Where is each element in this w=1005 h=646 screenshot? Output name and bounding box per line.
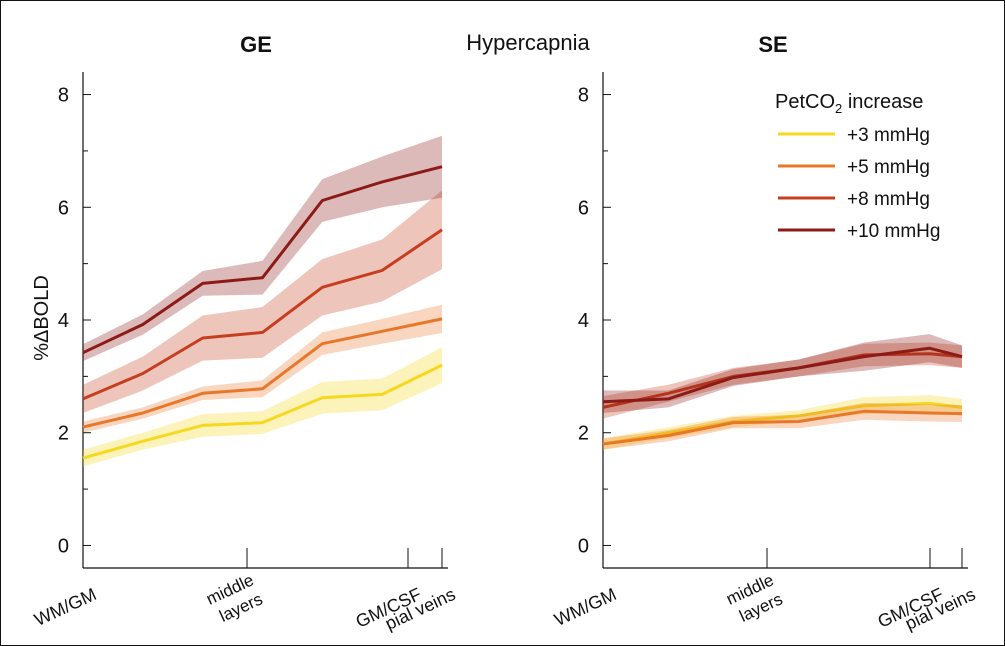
ci-band-se-5mmhg [603,402,962,450]
y-tick-label: 0 [58,535,69,557]
y-axis-label: %ΔBOLD [31,275,53,361]
y-tick-label: 8 [58,85,69,107]
series-line-se-3mmhg [602,401,963,446]
y-tick-label: 4 [578,310,589,332]
legend: PetCO2 increase +3 mmHg +5 mmHg +8 mmHg +10… [775,91,940,242]
panel-title-ge: GE [240,32,272,57]
y-tick-label: 6 [578,197,589,219]
legend-label: +5 mmHg [847,157,930,178]
legend-label: +8 mmHg [847,189,930,210]
y-tick-label: 2 [578,423,589,445]
y-tick-label: 6 [58,197,69,219]
ci-band-ge-3mmhg [83,347,442,467]
series-line-ge-3mmhg [82,363,443,460]
series-line-se-10mmhg [602,346,963,404]
series-line-ge-8mmhg [82,228,443,401]
legend-label: +3 mmHg [847,125,930,146]
figure-title: Hypercapnia [466,30,590,55]
ci-band-se-8mmhg [603,342,962,419]
series-line-ge-10mmhg [82,165,443,355]
ci-band-se-10mmhg [603,334,962,413]
series-line-ge-5mmhg [82,317,443,429]
y-tick-label: 2 [58,423,69,445]
y-tick-label: 4 [58,310,69,332]
legend-label: +10 mmHg [847,221,940,242]
panel-title-se: SE [758,32,787,57]
legend-title: PetCO2 increase [775,91,923,116]
y-tick-label: 0 [578,535,589,557]
series-line-se-5mmhg [602,409,963,446]
y-tick-label: 8 [578,85,589,107]
